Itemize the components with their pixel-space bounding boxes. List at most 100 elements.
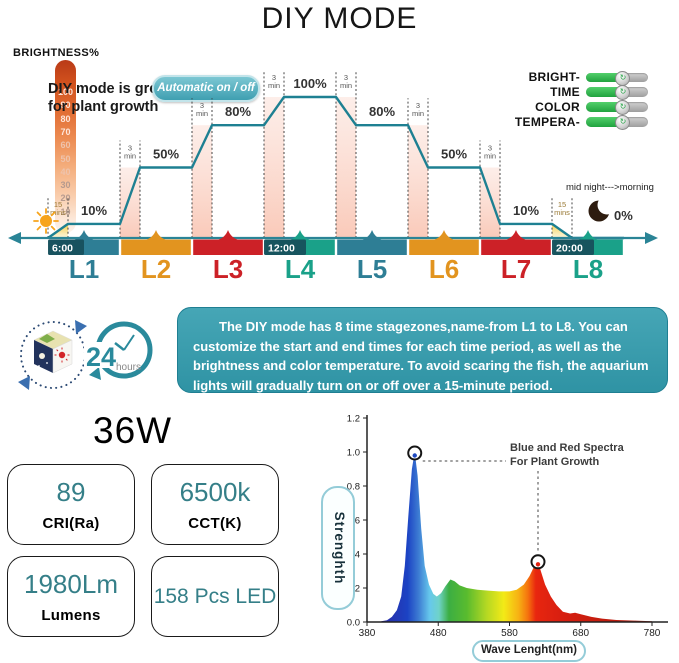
- slider-track[interactable]: ↻: [586, 115, 648, 131]
- clock-hours-text: hours: [116, 362, 141, 373]
- ramp-duration-label: mins: [50, 208, 66, 217]
- stage-bump: [289, 230, 311, 240]
- ramp-duration-label: 15: [558, 200, 566, 209]
- slider-knob[interactable]: ↻: [615, 70, 631, 86]
- percent-label: 10%: [513, 203, 539, 218]
- cri-value: 89: [56, 477, 86, 507]
- ramp-duration-label: 3: [344, 73, 348, 82]
- ramp-duration-label: 3: [272, 73, 276, 82]
- slider-knob[interactable]: ↻: [615, 115, 631, 131]
- clock-24-text: 24: [86, 342, 116, 372]
- slider-fill: [586, 102, 622, 112]
- spec-card-cri: 89 CRI(Ra): [7, 464, 135, 545]
- brightness-tick: 100: [57, 87, 74, 97]
- slider-row-color: COLOR ↻: [408, 100, 648, 116]
- brightness-scale: 100 90 80 70 60 50 40 30 20 10: [55, 60, 76, 233]
- ramp-duration-label: 3: [128, 144, 132, 153]
- spectrum-annotation: Blue and Red Spectra For Plant Growth: [422, 442, 625, 553]
- slider-label: TEMPERA-: [514, 114, 580, 129]
- percent-label: 10%: [81, 203, 107, 218]
- slider-track[interactable]: ↻: [586, 85, 648, 101]
- brightness-tick: 50: [60, 153, 71, 164]
- stage-bump: [217, 230, 239, 240]
- stage-bar: [337, 239, 407, 255]
- peak-marker: [530, 554, 546, 570]
- x-tick-label: 380: [359, 628, 376, 639]
- led-count-value: 158 Pcs LED: [153, 584, 277, 608]
- slider-fill: [586, 72, 622, 83]
- slider-track[interactable]: ↻: [586, 70, 648, 86]
- stage-label-L4: L4: [284, 254, 316, 284]
- axis-right-arrow: [645, 232, 658, 244]
- stage-bump: [433, 230, 455, 240]
- spectrum-xlabel-pill: Wave Lenght(nm): [472, 640, 586, 662]
- ramp-duration-label: mins: [554, 208, 570, 217]
- percent-label: 50%: [441, 147, 467, 162]
- percent-label: 50%: [153, 147, 179, 162]
- lumens-label: Lumens: [41, 607, 101, 624]
- day-night-cycle-icon: [18, 320, 87, 390]
- stage-labels-row: L1 L2 L3 L4 L5 L6 L7 L8: [0, 254, 679, 288]
- remote-sliders-panel: BRIGHT- ↻ TIME ↻ COLOR ↻ TEMPERA- ↻: [408, 70, 648, 131]
- ramp-duration-label: 3: [200, 101, 204, 110]
- y-tick-label: 0.0: [347, 618, 360, 629]
- sun-icon: [33, 208, 59, 234]
- brightness-axis-label: BRIGHTNESS%: [13, 47, 100, 59]
- spec-card-lumens: 1980Lm Lumens: [7, 556, 135, 637]
- ramp-duration-label: min: [196, 109, 208, 118]
- ramp-duration-label: 15: [54, 200, 62, 209]
- brightness-tick: 20: [60, 193, 71, 204]
- automatic-on-off-badge[interactable]: Automatic on / off: [152, 75, 260, 102]
- percent-label: 100%: [293, 76, 327, 91]
- lumens-value: 1980Lm: [24, 569, 118, 599]
- time-badge: [48, 239, 84, 255]
- time-badge-label: 12:00: [268, 243, 295, 255]
- stage-bar: [121, 239, 191, 255]
- y-tick-label: 1.0: [347, 448, 360, 459]
- tagline: DIY mode is great for plant growth: [48, 80, 170, 116]
- annotation-line2: For Plant Growth: [510, 456, 600, 468]
- ramp-region: [192, 125, 212, 238]
- ramp-duration-label: min: [340, 81, 352, 90]
- brightness-tick: 40: [60, 166, 71, 177]
- ramp-region: [336, 97, 356, 238]
- slider-knob[interactable]: ↻: [615, 85, 631, 101]
- stage-bump: [577, 230, 599, 240]
- slider-track[interactable]: ↻: [586, 100, 648, 116]
- time-badge: [552, 239, 594, 255]
- percent-label: 80%: [369, 104, 395, 119]
- brightness-tick: 60: [60, 140, 71, 151]
- ramp-duration-label: min: [412, 109, 424, 118]
- slider-label: TIME: [550, 85, 580, 100]
- axis-left-arrow: [8, 232, 21, 244]
- ramp-region: [408, 125, 428, 238]
- ramp-duration-label: 3: [488, 144, 492, 153]
- stage-label-L2: L2: [140, 254, 172, 284]
- percent-label: 0%: [614, 208, 633, 223]
- stage-label-L6: L6: [428, 254, 460, 284]
- tagline-line1: DIY mode is great: [48, 81, 171, 97]
- annotation-line1: Blue and Red Spectra: [510, 442, 625, 454]
- cct-value: 6500k: [179, 477, 251, 507]
- y-tick-label: 0.8: [347, 482, 360, 493]
- moon-icon: [588, 195, 617, 222]
- stage-bar: [481, 239, 551, 255]
- ramp-duration-label: min: [484, 152, 496, 161]
- time-badge: [264, 239, 306, 255]
- info-box: The DIY mode has 8 time stagezones,name-…: [177, 307, 668, 393]
- stage-bump: [145, 230, 167, 240]
- stage-bar: [193, 239, 263, 255]
- midnight-note: mid night--->morning: [566, 182, 654, 193]
- x-tick-label: 780: [644, 628, 661, 639]
- ramp-duration-label: min: [268, 81, 280, 90]
- 24-hours-clock-icon: 24 hours: [84, 321, 153, 380]
- slider-knob[interactable]: ↻: [615, 100, 631, 116]
- spectrum-ylabel-pill: Strenghth: [321, 486, 355, 610]
- stage-label-L8: L8: [572, 254, 604, 284]
- peak-marker: [407, 445, 423, 461]
- stage-bar: [409, 239, 479, 255]
- stage-label-L1: L1: [68, 254, 100, 284]
- brightness-tick: 90: [60, 100, 71, 111]
- x-tick-label: 680: [572, 628, 589, 639]
